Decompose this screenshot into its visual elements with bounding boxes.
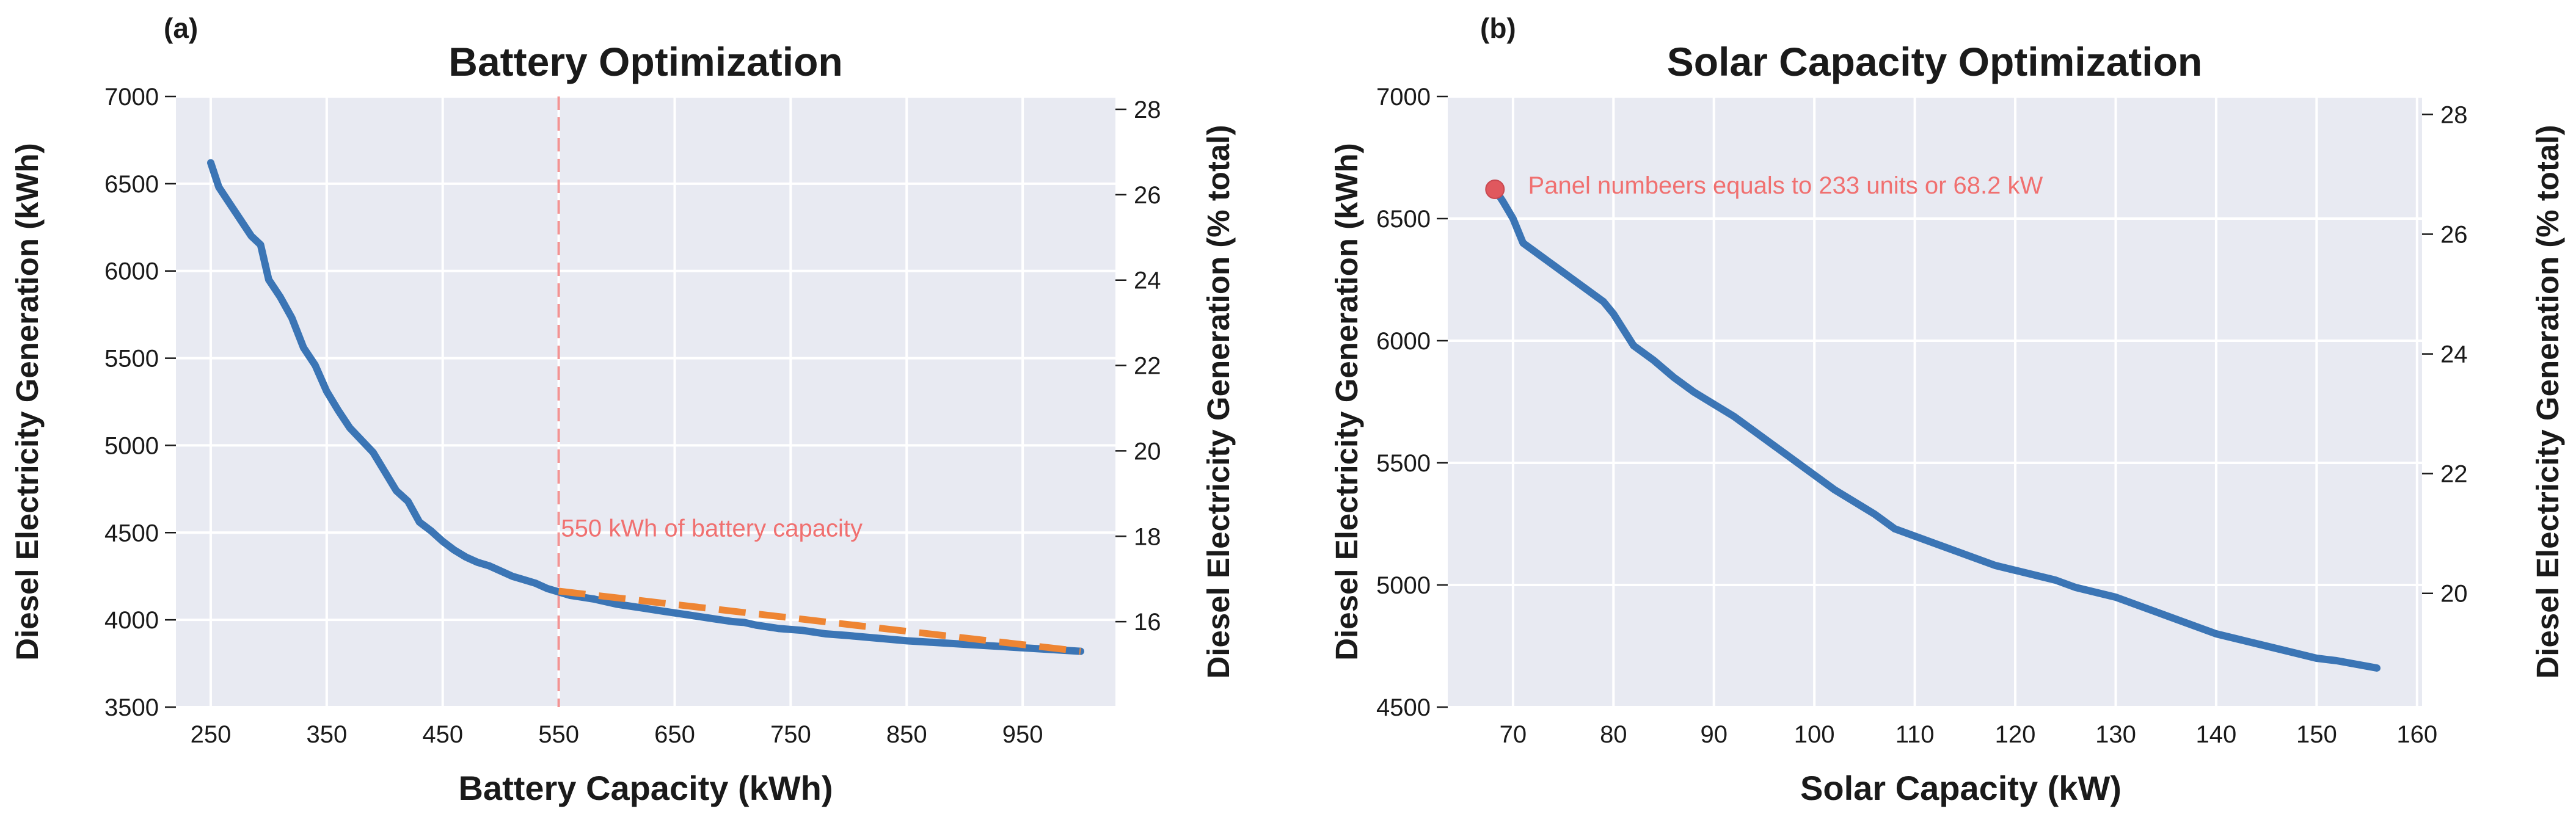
x-axis-label: Battery Capacity (kWh) xyxy=(458,769,833,807)
y-tick-label: 4500 xyxy=(104,520,159,547)
x-tick-label: 100 xyxy=(1794,721,1835,748)
y2-tick-label: 26 xyxy=(2440,221,2468,248)
y-tick-label: 7000 xyxy=(1376,84,1431,111)
x-tick-label: 90 xyxy=(1700,721,1728,748)
y2-tick-label: 28 xyxy=(1134,96,1161,123)
x-axis-label: Solar Capacity (kW) xyxy=(1800,769,2122,807)
y-axis-label: Diesel Electricity Generation (kWh) xyxy=(1329,143,1364,660)
trend-line xyxy=(558,587,1081,655)
y2-tick-label: 26 xyxy=(1134,182,1161,209)
panel-b-solar-capacity-optimization: 70 80 90 100 110 120 130 140 150 160 4500 5000 5500 6… xyxy=(1329,12,2565,807)
annotation-text: Panel numbeers equals to 233 units or 68… xyxy=(1528,172,2043,199)
panel-a-battery-optimization: 250 350 450 550 650 750 850 950 3500 4000 4500 5000… xyxy=(10,12,1236,807)
y2-tick-label: 28 xyxy=(2440,101,2468,128)
y-axis-label: Diesel Electricity Generation (kWh) xyxy=(10,143,45,660)
y-tick-label: 5000 xyxy=(104,432,159,459)
y-tick-label: 4000 xyxy=(104,607,159,634)
x-tick-label: 550 xyxy=(538,721,579,748)
chart-title: Solar Capacity Optimization xyxy=(1667,39,2203,84)
y-tick-label: 5000 xyxy=(1376,572,1431,599)
x-tick-label: 250 xyxy=(191,721,232,748)
plot-area xyxy=(1448,96,2422,707)
panel-label: (b) xyxy=(1480,12,1516,44)
y-tick-label: 4500 xyxy=(1376,694,1431,721)
x-tick-label: 140 xyxy=(2196,721,2237,748)
y-tick-label: 6000 xyxy=(1376,328,1431,355)
x-tick-label: 950 xyxy=(1002,721,1043,748)
y2-tick-label: 20 xyxy=(2440,581,2468,608)
x-tick-label: 650 xyxy=(654,721,695,748)
y2-tick-label: 22 xyxy=(1134,353,1161,380)
y2-axis-label: Diesel Electricity Generation (% total) xyxy=(2530,125,2565,679)
chart-title: Battery Optimization xyxy=(448,39,842,84)
plot-area xyxy=(176,96,1115,707)
series-line xyxy=(1491,186,2381,672)
x-tick-label: 850 xyxy=(886,721,927,748)
y-tick-label: 7000 xyxy=(104,84,159,111)
y-tick-label: 6500 xyxy=(104,171,159,198)
x-tick-label: 160 xyxy=(2396,721,2437,748)
series-line xyxy=(207,159,1084,655)
y2-tick-label: 20 xyxy=(1134,438,1161,465)
y-tick-label: 5500 xyxy=(1376,450,1431,477)
y2-tick-label: 16 xyxy=(1134,609,1161,636)
y2-tick-label: 24 xyxy=(2440,341,2468,368)
panel-label: (a) xyxy=(164,12,198,44)
y2-tick-label: 24 xyxy=(1134,267,1161,294)
y-tick-label: 6000 xyxy=(104,258,159,285)
start-point-marker xyxy=(1485,180,1505,199)
x-tick-label: 130 xyxy=(2095,721,2136,748)
x-tick-label: 120 xyxy=(1995,721,2036,748)
x-tick-label: 350 xyxy=(306,721,347,748)
y-tick-label: 3500 xyxy=(104,694,159,721)
x-tick-label: 750 xyxy=(770,721,811,748)
y2-tick-label: 18 xyxy=(1134,523,1161,550)
y-tick-label: 5500 xyxy=(104,346,159,372)
x-tick-label: 80 xyxy=(1600,721,1627,748)
x-tick-label: 450 xyxy=(422,721,463,748)
y2-axis-label: Diesel Electricity Generation (% total) xyxy=(1201,125,1236,679)
x-tick-label: 150 xyxy=(2296,721,2337,748)
annotation-text: 550 kWh of battery capacity xyxy=(561,515,863,542)
y2-tick-label: 22 xyxy=(2440,461,2468,488)
x-tick-label: 70 xyxy=(1500,721,1527,748)
y-tick-label: 6500 xyxy=(1376,206,1431,233)
x-tick-label: 110 xyxy=(1896,721,1935,748)
